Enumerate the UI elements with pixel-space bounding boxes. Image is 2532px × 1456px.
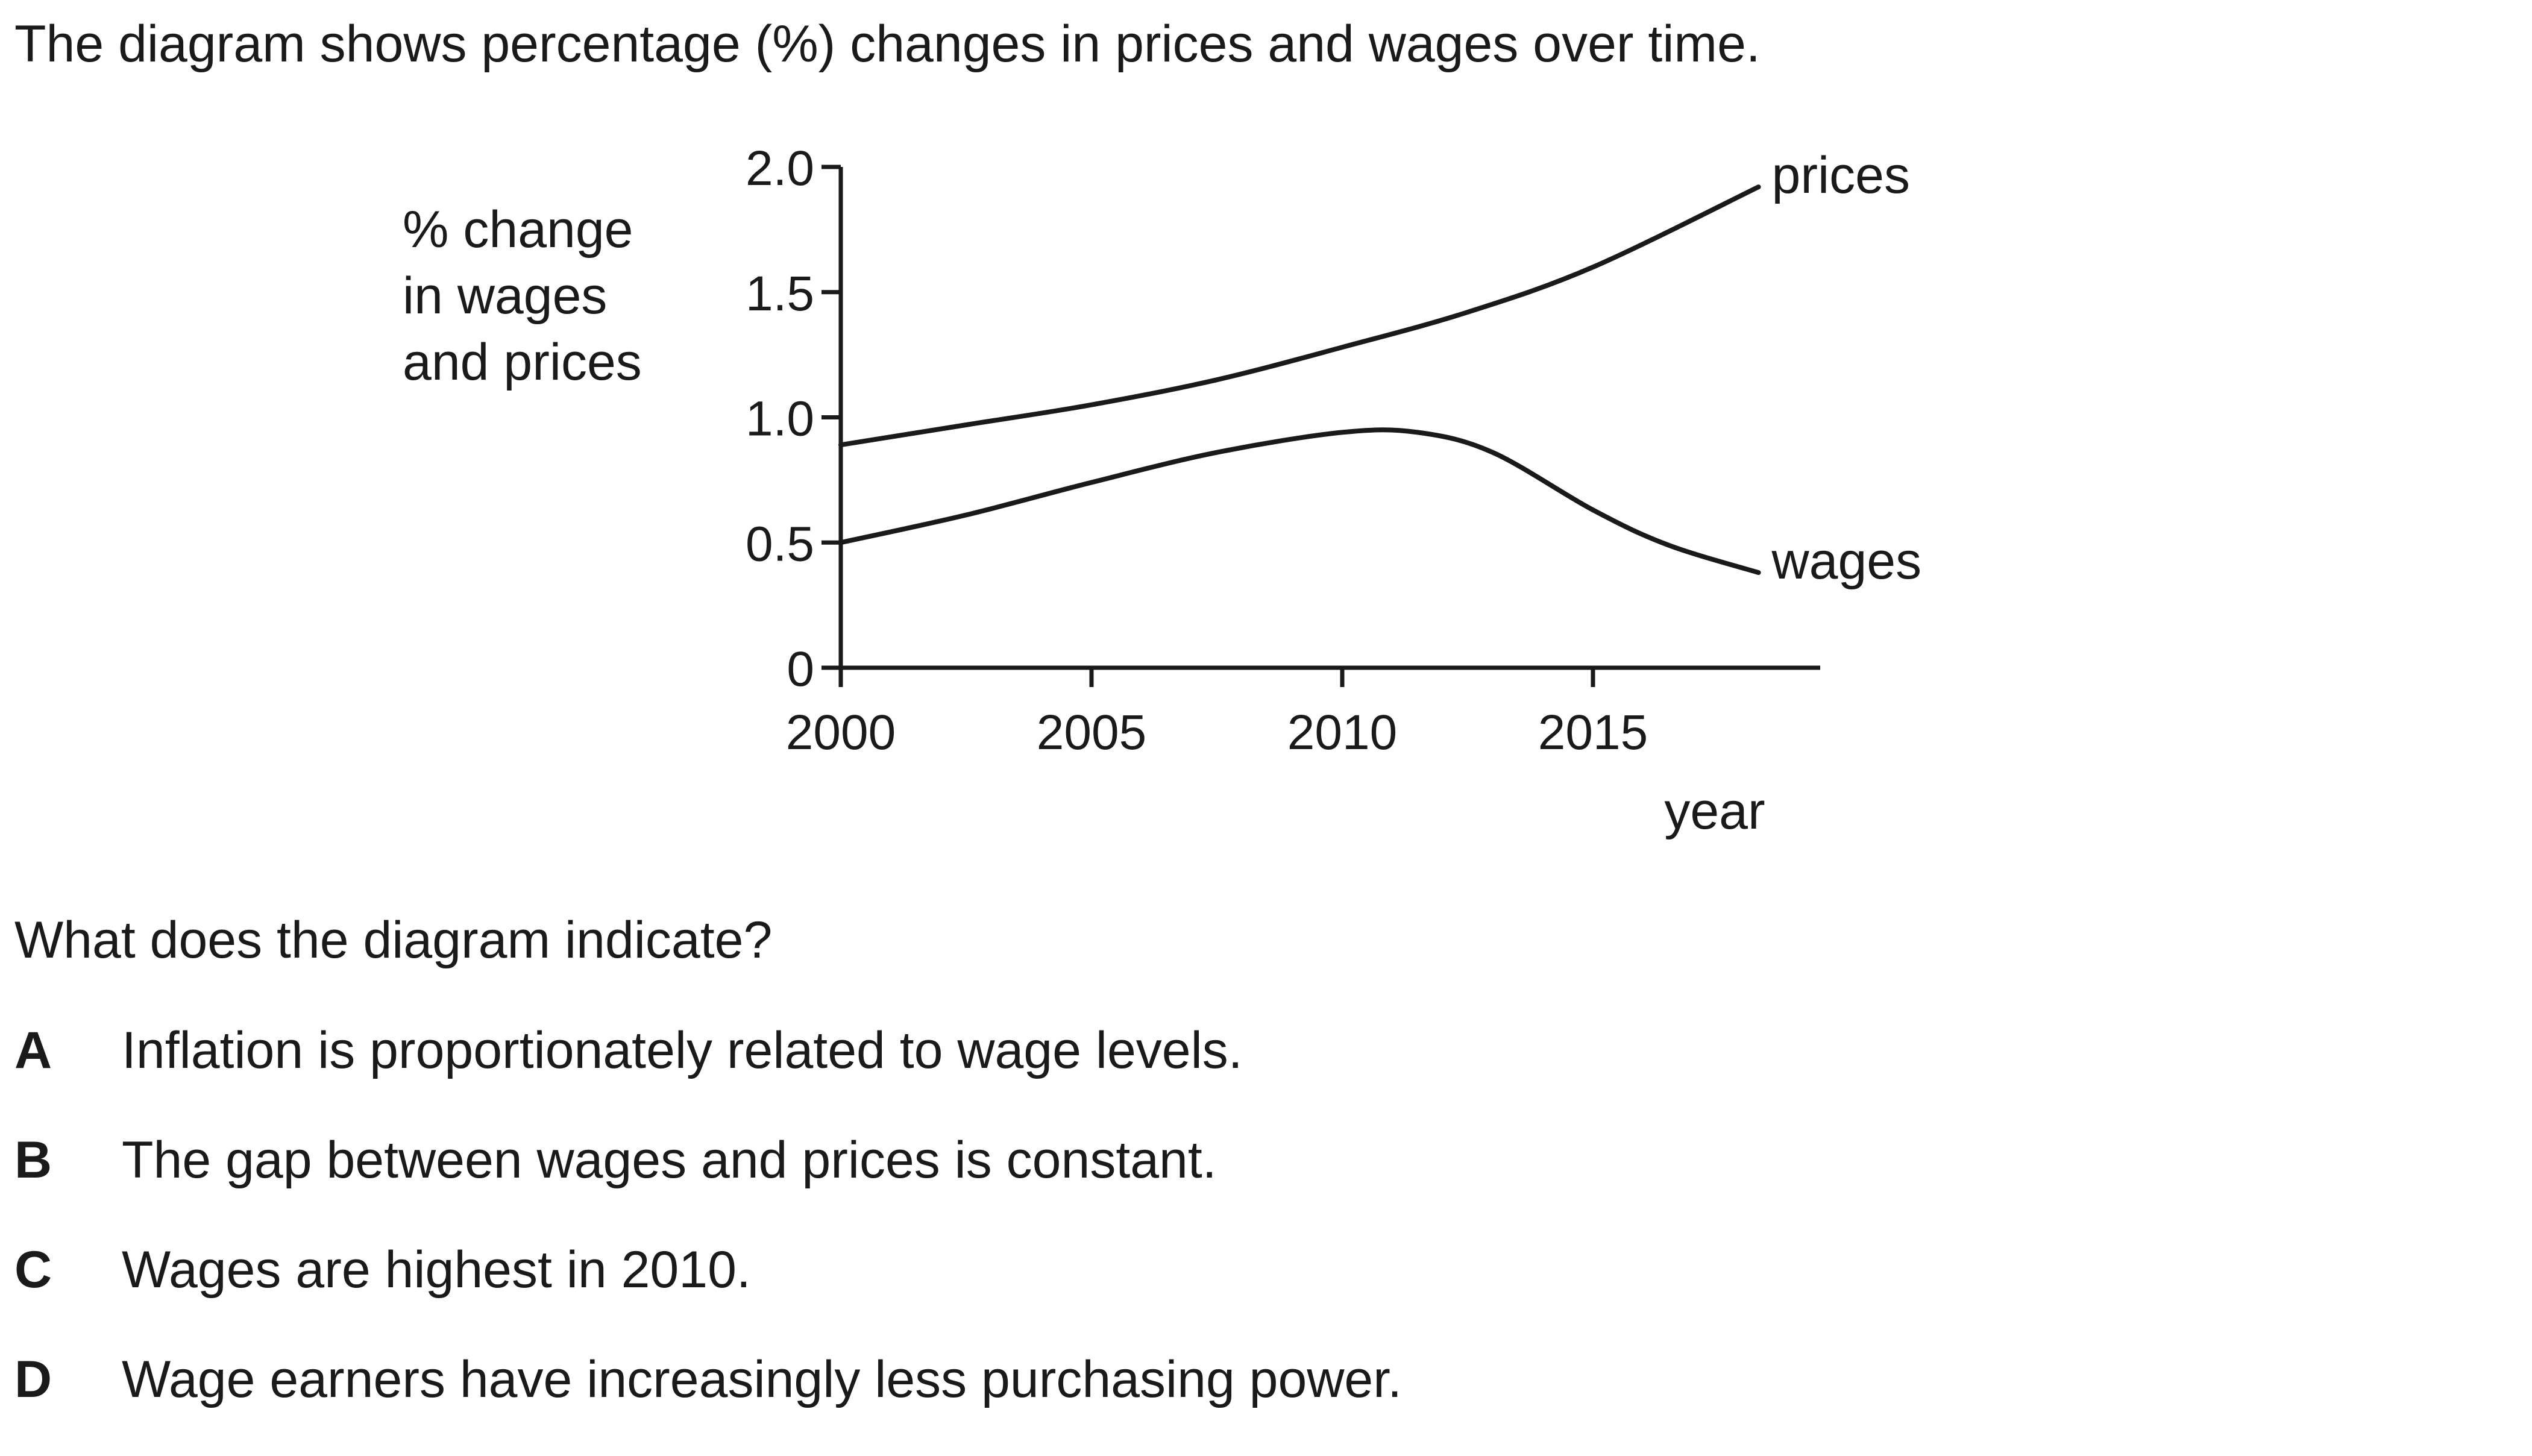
y-axis-label-line: and prices bbox=[403, 333, 642, 391]
series-label-prices: prices bbox=[1772, 146, 1910, 204]
option-text: Wages are highest in 2010. bbox=[122, 1241, 751, 1299]
series-line-wages bbox=[838, 427, 1761, 576]
option-text: The gap between wages and prices is cons… bbox=[122, 1131, 1217, 1189]
x-tick-label: 2015 bbox=[1538, 705, 1648, 760]
option-letter: A bbox=[14, 1021, 52, 1079]
option-letter: B bbox=[14, 1131, 52, 1189]
series-label-wages: wages bbox=[1771, 532, 1922, 590]
option-letter: C bbox=[14, 1241, 52, 1299]
series-line-prices bbox=[838, 184, 1761, 448]
x-tick-label: 2005 bbox=[1037, 705, 1146, 760]
question-text: What does the diagram indicate? bbox=[14, 911, 773, 969]
y-tick-label: 1.0 bbox=[746, 392, 814, 447]
y-tick-label: 0.5 bbox=[746, 516, 814, 571]
option-letter: D bbox=[14, 1351, 52, 1408]
x-axis-label: year bbox=[1664, 782, 1765, 840]
y-tick-label: 1.5 bbox=[746, 266, 814, 321]
y-axis-label-line: % change bbox=[403, 201, 633, 259]
option-text: Inflation is proportionately related to … bbox=[122, 1021, 1243, 1079]
x-tick-label: 2000 bbox=[786, 705, 896, 760]
y-axis-label: % change in wages and prices bbox=[403, 201, 642, 391]
y-tick-label: 2.0 bbox=[746, 141, 814, 196]
line-chart: 0 0.5 1.0 1.5 2.0 2000 2005 2010 2015 % change in … bbox=[403, 141, 1922, 840]
y-axis-label-line: in wages bbox=[403, 267, 607, 325]
x-tick-label: 2010 bbox=[1287, 705, 1397, 760]
option-text: Wage earners have increasingly less purc… bbox=[122, 1351, 1403, 1408]
y-tick-label: 0 bbox=[787, 642, 814, 697]
intro-text: The diagram shows percentage (%) changes… bbox=[14, 15, 1761, 73]
